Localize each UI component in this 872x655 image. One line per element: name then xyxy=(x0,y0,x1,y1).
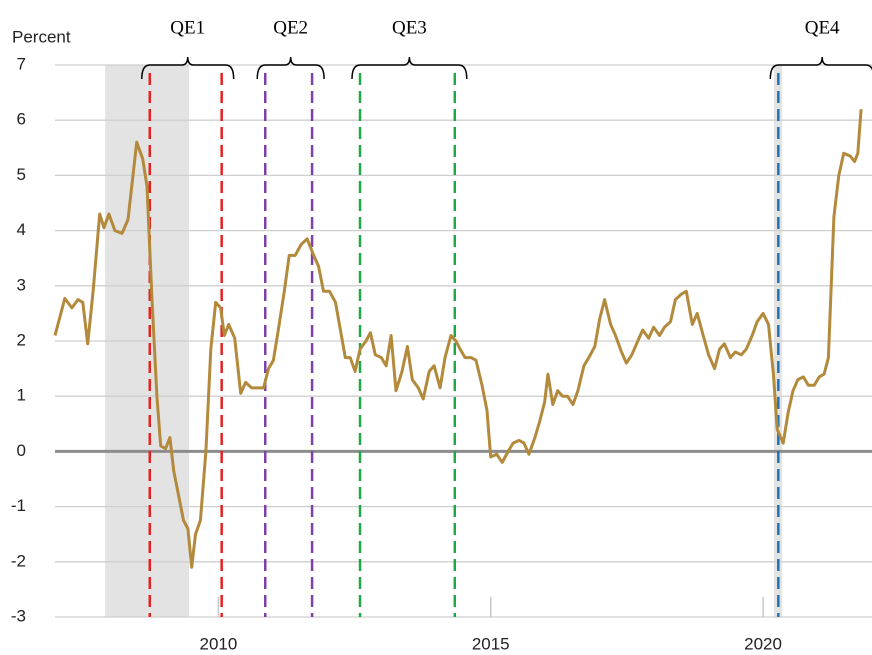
qe-brace xyxy=(769,56,872,80)
y-axis-label: Percent xyxy=(12,27,71,46)
data-line xyxy=(53,109,863,569)
qe-label: QE4 xyxy=(805,17,840,38)
x-tick-label: 2010 xyxy=(199,634,237,653)
x-tick-label: 2020 xyxy=(744,634,782,653)
y-tick-label: -1 xyxy=(11,496,26,515)
qe-brace xyxy=(256,56,325,80)
y-tick-label: -2 xyxy=(11,551,26,570)
y-tick-label: 5 xyxy=(17,165,26,184)
y-tick-label: 6 xyxy=(17,110,26,129)
y-tick-label: 0 xyxy=(17,441,26,460)
qe-label: QE2 xyxy=(273,17,308,38)
qe-label: QE1 xyxy=(170,17,205,38)
y-tick-label: -3 xyxy=(11,606,26,625)
qe-label: QE3 xyxy=(392,17,427,38)
y-tick-label: 4 xyxy=(17,220,26,239)
y-tick-label: 3 xyxy=(17,275,26,294)
qe-brace xyxy=(141,56,235,80)
y-tick-label: 2 xyxy=(17,330,26,349)
x-tick-label: 2015 xyxy=(472,634,510,653)
qe-brace xyxy=(351,56,468,80)
y-tick-label: 1 xyxy=(17,386,26,405)
y-tick-label: 7 xyxy=(17,54,26,73)
